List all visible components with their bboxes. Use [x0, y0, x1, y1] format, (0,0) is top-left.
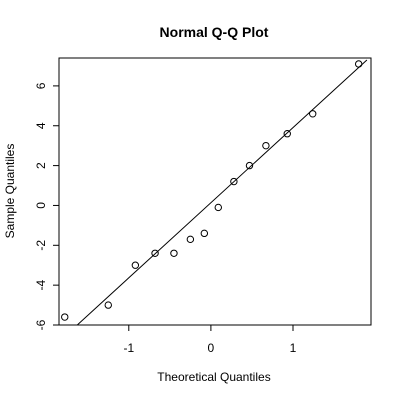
- data-point: [151, 249, 159, 257]
- y-axis: -6 -4 -2 0 2 4 6: [34, 82, 60, 330]
- x-tick-label: -1: [123, 341, 134, 355]
- qq-reference-line: [76, 59, 368, 325]
- data-point: [354, 60, 363, 68]
- data-point: [214, 203, 222, 212]
- data-point: [131, 261, 140, 269]
- y-axis-label: Sample Quantiles: [3, 144, 17, 239]
- x-tick-label: 0: [208, 341, 215, 355]
- data-point: [262, 141, 270, 150]
- y-tick-label: -2: [34, 240, 48, 251]
- plot-area: [58, 57, 372, 326]
- x-axis: -1 0 1: [123, 324, 297, 355]
- y-tick-label: 6: [34, 82, 48, 89]
- y-tick-label: -6: [34, 319, 48, 330]
- data-point: [61, 313, 69, 321]
- data-layer: [61, 59, 368, 325]
- y-tick-label: 2: [34, 162, 48, 169]
- data-point: [230, 177, 238, 186]
- plot-frame: [58, 57, 372, 326]
- y-tick-label: -4: [34, 279, 48, 290]
- x-tick-label: 1: [290, 341, 297, 355]
- y-tick-label: 4: [34, 122, 48, 129]
- y-tick-label: 0: [34, 202, 48, 209]
- data-point: [200, 229, 209, 238]
- data-point: [245, 161, 254, 170]
- data-point: [309, 110, 317, 118]
- data-point: [170, 249, 178, 257]
- chart-title: Normal Q-Q Plot: [160, 24, 269, 40]
- data-point: [283, 130, 291, 138]
- x-axis-label: Theoretical Quantiles: [157, 370, 270, 384]
- data-point: [104, 301, 112, 309]
- data-point: [186, 235, 195, 244]
